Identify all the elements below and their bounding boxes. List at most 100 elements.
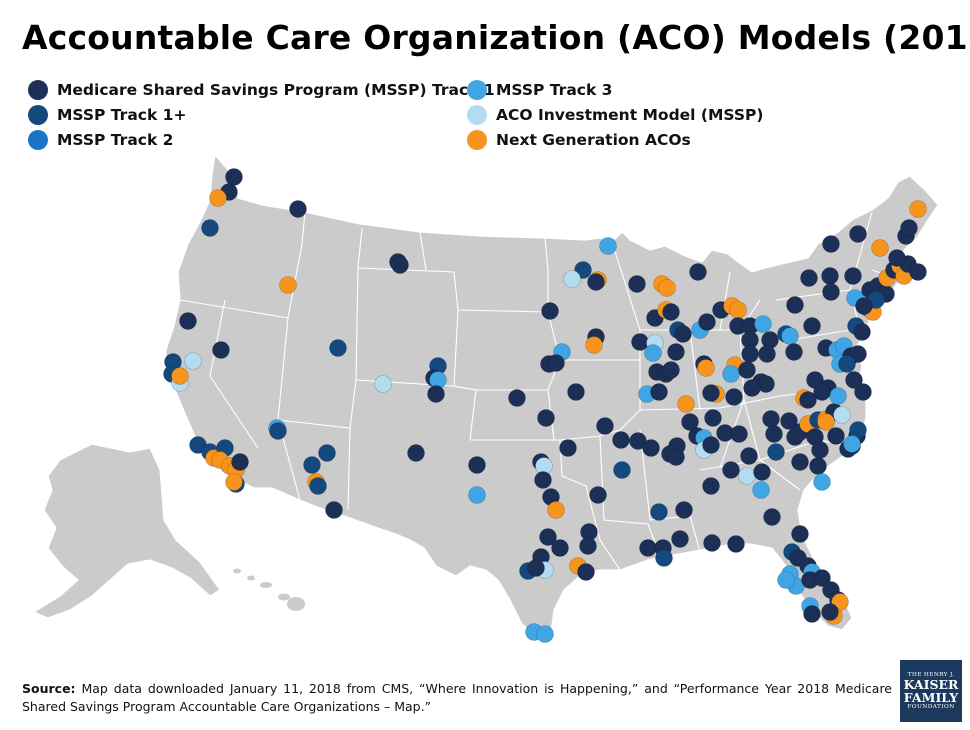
legend-item-next-generation-acos: Next Generation ACOs [467, 130, 691, 150]
legend-label: Next Generation ACOs [496, 131, 691, 149]
aco-marker-t1 [589, 486, 607, 504]
aco-marker-t1 [854, 383, 872, 401]
aco-marker-t1 [738, 361, 756, 379]
aco-marker-t1 [577, 563, 595, 581]
aco-marker-t1 [849, 225, 867, 243]
hawaii-island [247, 575, 255, 581]
aco-marker-t1p [838, 355, 856, 373]
aco-marker-t1 [762, 410, 780, 428]
aco-marker-aim [833, 406, 851, 424]
legend-label: MSSP Track 2 [57, 131, 174, 149]
aco-marker-t1 [559, 439, 577, 457]
aco-marker-t1 [579, 537, 597, 555]
hawaii-island [287, 597, 305, 611]
aco-marker-t1 [780, 412, 798, 430]
aco-marker-t1 [407, 444, 425, 462]
legend-item-mssp-track-1: Medicare Shared Savings Program (MSSP) T… [28, 80, 495, 100]
legend-swatch [28, 130, 48, 150]
aco-marker-t1p [767, 443, 785, 461]
legend-item-mssp-track-2: MSSP Track 2 [28, 130, 173, 150]
aco-marker-t1 [698, 313, 716, 331]
aco-marker-t1 [786, 296, 804, 314]
aco-marker-t1p [201, 219, 219, 237]
aco-marker-t1 [567, 383, 585, 401]
legend-swatch [467, 80, 487, 100]
aco-marker-t1 [813, 569, 831, 587]
aco-marker-t3 [644, 344, 662, 362]
aco-marker-t1 [391, 256, 409, 274]
aco-marker-t1 [703, 534, 721, 552]
aco-marker-t3 [781, 327, 799, 345]
aco-marker-t1 [427, 385, 445, 403]
aco-marker-aim [184, 352, 202, 370]
aco-marker-t1 [844, 267, 862, 285]
aco-marker-ng [585, 336, 603, 354]
aco-marker-t3 [829, 387, 847, 405]
alaska-shape [32, 443, 221, 619]
aco-marker-t1 [741, 345, 759, 363]
legend-label: MSSP Track 3 [496, 81, 613, 99]
aco-marker-t3 [777, 571, 795, 589]
aco-marker-t1 [628, 275, 646, 293]
source-label: Source: [22, 681, 76, 696]
aco-marker-t3 [536, 625, 554, 643]
aco-marker-t1 [539, 528, 557, 546]
aco-marker-t1 [725, 388, 743, 406]
aco-marker-t1 [758, 345, 776, 363]
aco-marker-t1 [547, 354, 565, 372]
map-title: Accountable Care Organization (ACO) Mode… [22, 18, 970, 57]
aco-marker-aim [374, 375, 392, 393]
aco-marker-t1 [689, 263, 707, 281]
aco-marker-t1 [662, 303, 680, 321]
aco-marker-t1 [803, 317, 821, 335]
aco-marker-t1 [900, 219, 918, 237]
aco-marker-t1 [800, 269, 818, 287]
aco-marker-ng [209, 189, 227, 207]
aco-marker-t1 [763, 508, 781, 526]
logo-line-3: FAMILY [903, 690, 959, 705]
legend-label: MSSP Track 1+ [57, 106, 187, 124]
aco-marker-t1 [551, 539, 569, 557]
aco-marker-t1 [225, 168, 243, 186]
aco-marker-t1 [822, 235, 840, 253]
aco-marker-t1 [845, 371, 863, 389]
aco-marker-t1 [791, 525, 809, 543]
aco-marker-ng [658, 279, 676, 297]
aco-marker-aim [738, 467, 756, 485]
aco-marker-t1 [791, 453, 809, 471]
aco-marker-t1 [468, 456, 486, 474]
aco-marker-t1 [534, 471, 552, 489]
aco-marker-t3 [722, 365, 740, 383]
legend-swatch [28, 105, 48, 125]
aco-marker-ng [729, 301, 747, 319]
aco-marker-t1 [289, 200, 307, 218]
aco-marker-t1 [888, 249, 906, 267]
aco-marker-t1p [269, 422, 287, 440]
aco-marker-t1 [803, 605, 821, 623]
aco-marker-aim [563, 270, 581, 288]
aco-marker-t1 [753, 463, 771, 481]
aco-marker-t1p [650, 503, 668, 521]
aco-marker-t1p [613, 461, 631, 479]
source-text: Map data downloaded January 11, 2018 fro… [22, 681, 892, 714]
aco-marker-t1 [231, 453, 249, 471]
aco-marker-t1 [612, 431, 630, 449]
aco-marker-ng [171, 367, 189, 385]
aco-marker-t1p [329, 339, 347, 357]
aco-marker-t1 [740, 447, 758, 465]
us-map [32, 153, 939, 643]
aco-marker-t1 [527, 559, 545, 577]
aco-marker-t1 [827, 427, 845, 445]
aco-marker-t1 [702, 384, 720, 402]
aco-marker-t1p [318, 444, 336, 462]
logo-line-2: KAISER [903, 677, 959, 692]
aco-marker-t1 [675, 501, 693, 519]
aco-marker-t1 [727, 535, 745, 553]
aco-marker-t1 [853, 323, 871, 341]
aco-marker-t3 [599, 237, 617, 255]
aco-marker-t1p [309, 477, 327, 495]
aco-marker-t1 [809, 457, 827, 475]
aco-marker-t1 [674, 325, 692, 343]
aco-marker-t1 [730, 425, 748, 443]
aco-marker-t1 [681, 413, 699, 431]
